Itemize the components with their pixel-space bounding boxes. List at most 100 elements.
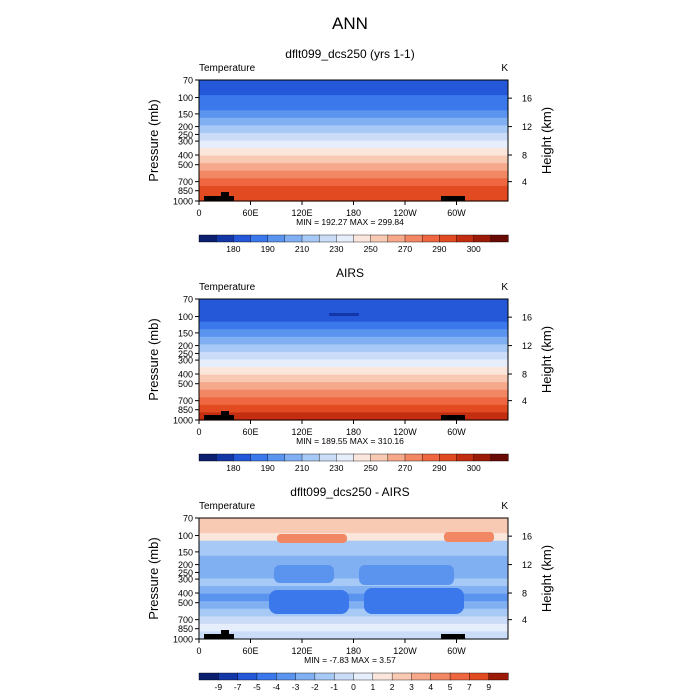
colorbar-label: 250 (364, 244, 378, 254)
colorbar-swatch (404, 453, 423, 462)
colorbar-label: 230 (329, 244, 343, 254)
y-tick-label: 500 (178, 160, 193, 170)
colorbar-swatch (198, 234, 217, 243)
colorbar-label: 210 (295, 244, 309, 254)
min-max-stats: MIN = 189.55 MAX = 310.16 (296, 436, 404, 446)
variable-label: Temperature (199, 282, 256, 293)
contour-band (199, 593, 508, 602)
colorbar-swatch (237, 672, 258, 681)
colorbar-label: 190 (261, 244, 275, 254)
colorbar-swatch (318, 453, 337, 462)
variable-label: Temperature (199, 501, 256, 512)
colorbar-label: 7 (467, 682, 472, 692)
contour-band (199, 389, 508, 398)
colorbar-label: 180 (226, 463, 240, 473)
y-right-axis-title: Height (km) (539, 545, 554, 612)
colorbar-swatch (218, 672, 239, 681)
contour-band (199, 518, 508, 527)
topography (204, 196, 234, 201)
x-tick-label: 60E (242, 208, 258, 218)
colorbar-label: 250 (364, 463, 378, 473)
colorbar-swatch (215, 234, 234, 243)
y-right-tick-label: 4 (522, 396, 527, 406)
contour-band (199, 185, 508, 195)
y-tick-label: 250 (178, 568, 193, 578)
y-tick-label: 700 (178, 177, 193, 187)
y-right-tick-label: 8 (522, 589, 527, 599)
y-tick-label: 200 (178, 560, 193, 570)
y-right-tick-label: 16 (522, 94, 532, 104)
contour-band (199, 329, 508, 338)
y-tick-label: 250 (178, 130, 193, 140)
colorbar-swatch (411, 672, 432, 681)
y-right-axis-title: Height (km) (539, 107, 554, 174)
colorbar-swatch (215, 453, 234, 462)
colorbar-swatch (318, 234, 337, 243)
topography (455, 634, 465, 639)
contour-band (199, 193, 508, 202)
topography (221, 192, 229, 201)
contour-band (199, 117, 508, 126)
contour-band (199, 374, 508, 383)
colorbar-swatch (267, 453, 286, 462)
colorbar-swatch (353, 234, 372, 243)
colorbar-label: 5 (448, 682, 453, 692)
x-tick-label: 120E (291, 208, 312, 218)
colorbar-label: -3 (292, 682, 300, 692)
colorbar-label: -7 (234, 682, 242, 692)
colorbar-swatch (439, 453, 458, 462)
contour-band (199, 616, 508, 625)
colorbar-swatch (490, 234, 509, 243)
colorbar-label: 0 (351, 682, 356, 692)
y-right-tick-label: 8 (522, 151, 527, 161)
contour-band (274, 565, 334, 583)
x-tick-label: 120W (393, 208, 417, 218)
colorbar-swatch (391, 672, 413, 681)
colorbar-swatch (387, 234, 406, 243)
y-tick-label: 400 (178, 151, 193, 161)
colorbar-swatch (490, 453, 509, 462)
y-tick-label: 1000 (173, 416, 193, 426)
contour-band (199, 540, 508, 549)
y-tick-label: 150 (178, 109, 193, 119)
y-tick-label: 850 (178, 405, 193, 415)
colorbar-swatch (233, 453, 252, 462)
y-tick-label: 500 (178, 379, 193, 389)
colorbar-swatch (387, 453, 406, 462)
topography (455, 196, 465, 201)
colorbar-swatch (456, 453, 475, 462)
contour-band (199, 170, 508, 179)
y-right-tick-label: 4 (522, 615, 527, 625)
x-tick-label: 0 (196, 646, 201, 656)
topography (221, 411, 229, 420)
colorbar-label: -9 (215, 682, 223, 692)
y-tick-label: 100 (178, 531, 193, 541)
y-tick-label: 700 (178, 615, 193, 625)
contour-band (444, 532, 494, 542)
x-tick-label: 180 (346, 646, 361, 656)
topography (441, 196, 455, 201)
contour-band (199, 306, 508, 315)
colorbar-swatch (301, 453, 320, 462)
colorbar-label: 2 (390, 682, 395, 692)
colorbar-swatch (250, 234, 269, 243)
colorbar-swatch (276, 672, 297, 681)
y-tick-label: 850 (178, 186, 193, 196)
topography (221, 630, 229, 639)
y-right-tick-label: 16 (522, 313, 532, 323)
contour-band (199, 533, 508, 542)
contour-band (277, 534, 347, 543)
colorbar-swatch (198, 453, 217, 462)
contour-band (199, 601, 508, 610)
y-tick-label: 700 (178, 396, 193, 406)
contour-band (199, 631, 508, 640)
x-tick-label: 0 (196, 208, 201, 218)
contour-band (269, 590, 349, 614)
contour-band (199, 412, 508, 421)
units-label: K (501, 63, 508, 74)
y-right-tick-label: 12 (522, 341, 532, 351)
colorbar-swatch (198, 672, 219, 681)
y-tick-label: 400 (178, 370, 193, 380)
colorbar-label: -2 (311, 682, 319, 692)
